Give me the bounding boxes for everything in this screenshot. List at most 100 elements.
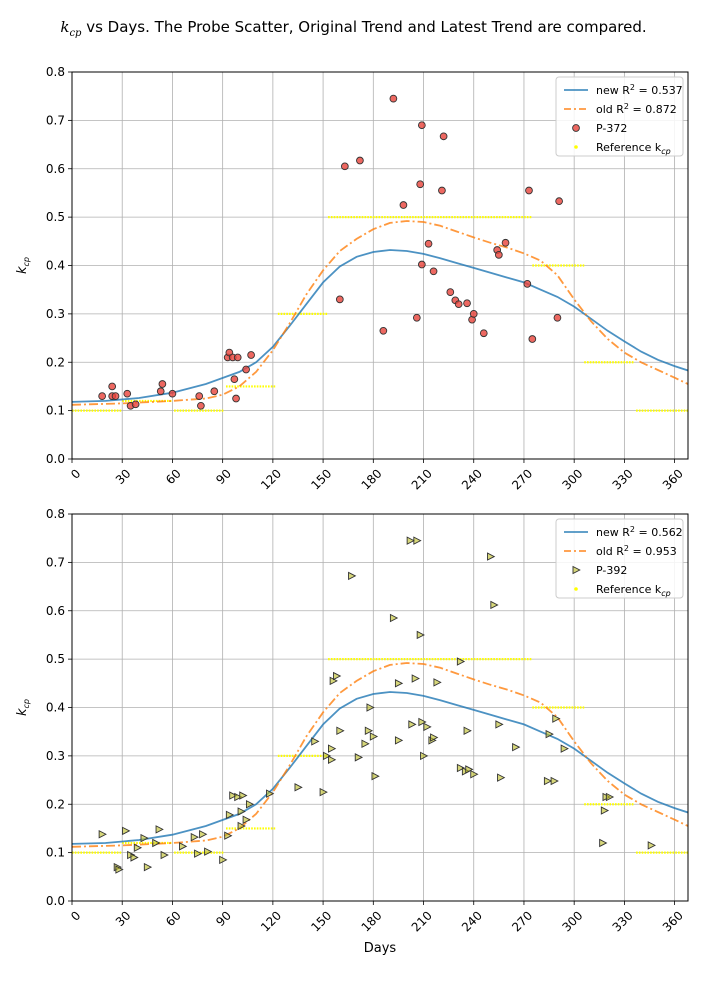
scatter-point (356, 156, 364, 165)
scatter-point (454, 300, 463, 309)
x-tick-label: 0 (68, 466, 83, 481)
scatter-point (168, 389, 177, 398)
scatter-point (108, 382, 117, 391)
scatter-point (237, 807, 246, 816)
y-tick-label: 0.2 (46, 797, 65, 811)
x-tick-label: 330 (610, 908, 636, 934)
y-tick-label: 0.4 (46, 701, 65, 715)
y-tick-label: 0.7 (46, 555, 65, 569)
legend-label: Reference kcp (596, 141, 671, 156)
scatter-point (423, 722, 432, 732)
scatter-point (512, 742, 521, 752)
scatter-point (224, 831, 233, 840)
scatter-point (131, 400, 140, 409)
scatter-point (420, 751, 429, 761)
scatter-point (311, 737, 320, 746)
scatter-point (328, 755, 337, 764)
scatter-point (555, 197, 563, 206)
scatter-point (348, 571, 357, 581)
scatter-point (494, 251, 503, 259)
scatter-point (600, 806, 610, 815)
scatter-point (123, 389, 132, 398)
scatter-point (294, 783, 303, 792)
x-tick-label: 90 (213, 466, 234, 487)
scatter-point (234, 792, 243, 802)
scatter-point (237, 821, 246, 831)
scatter-point (470, 770, 479, 779)
x-tick-label: 240 (459, 466, 485, 492)
y-tick-label: 0.4 (46, 259, 65, 273)
scatter-point (379, 326, 388, 335)
x-tick-label: 180 (359, 908, 385, 934)
scatter-point (430, 733, 439, 742)
scatter-point (490, 600, 499, 610)
scatter-point (160, 850, 169, 860)
scatter-point (333, 671, 342, 681)
scatter-point (133, 843, 143, 853)
scatter-point (328, 744, 337, 753)
scatter-point (479, 329, 488, 338)
legend: new R2 = 0.562 old R2 = 0.953 P-392 Referen… (555, 518, 684, 599)
scatter-point (433, 678, 442, 687)
scatter-point (469, 310, 478, 318)
scatter-point (155, 825, 164, 834)
y-tick-label: 0.1 (46, 404, 65, 418)
x-tick-label: 30 (113, 908, 134, 929)
trend-line-new (72, 691, 688, 845)
trend-line-old (72, 662, 688, 848)
scatter-point (199, 830, 208, 839)
x-tick-label: 0 (68, 908, 83, 923)
scatter-point (495, 720, 504, 729)
scatter-point (550, 776, 559, 786)
legend-label: new R2 = 0.562 (596, 525, 683, 539)
x-tick-label: 210 (409, 466, 435, 492)
scatter-point (545, 729, 554, 739)
scatter-point (111, 392, 120, 400)
trend-line-old (72, 220, 688, 406)
x-tick-label: 150 (308, 908, 334, 934)
scatter-point (553, 313, 562, 322)
scatter-point (130, 853, 139, 862)
legend: new R2 = 0.537 old R2 = 0.872 P-372 Referen… (555, 76, 684, 157)
x-tick-label: 120 (258, 466, 284, 492)
scatter-point (322, 751, 332, 761)
legend-swatch (574, 145, 578, 149)
scatter-point (242, 815, 251, 824)
scatter-point (98, 392, 106, 400)
x-tick-label: 90 (213, 908, 234, 929)
scatter-point (340, 162, 349, 171)
scatter-point (233, 353, 242, 362)
scatter-point (98, 830, 107, 839)
x-tick-label: 60 (163, 908, 184, 929)
scatter-point (366, 703, 375, 712)
x-tick-label: 180 (359, 466, 385, 492)
trend-line-new (72, 249, 688, 403)
scatter-point (266, 789, 275, 798)
scatter-point (179, 842, 188, 851)
scatter-point (225, 810, 235, 820)
x-tick-label: 300 (559, 466, 585, 492)
y-tick-label: 0.1 (46, 846, 65, 860)
legend-box (555, 518, 684, 599)
legend-swatch (572, 565, 581, 575)
x-tick-label: 330 (610, 466, 636, 492)
x-tick-label: 270 (509, 466, 535, 492)
x-tick-label: 30 (113, 466, 134, 487)
y-tick-label: 0.0 (46, 894, 65, 908)
scatter-point (195, 392, 204, 400)
scatter-point (439, 132, 448, 141)
scatter-point (247, 351, 255, 359)
scatter-point (197, 401, 205, 410)
scatter-point (389, 613, 399, 623)
scatter-point (487, 552, 496, 561)
x-tick-label: 300 (559, 908, 585, 934)
scatter-point (605, 792, 615, 802)
scatter-point (525, 186, 533, 195)
scatter-point (413, 536, 422, 545)
scatter-point (369, 732, 379, 741)
scatter-point (219, 855, 228, 865)
scatter-point (239, 791, 248, 800)
scatter-point (361, 739, 370, 749)
scatter-point (411, 674, 420, 683)
legend-box (555, 76, 684, 157)
